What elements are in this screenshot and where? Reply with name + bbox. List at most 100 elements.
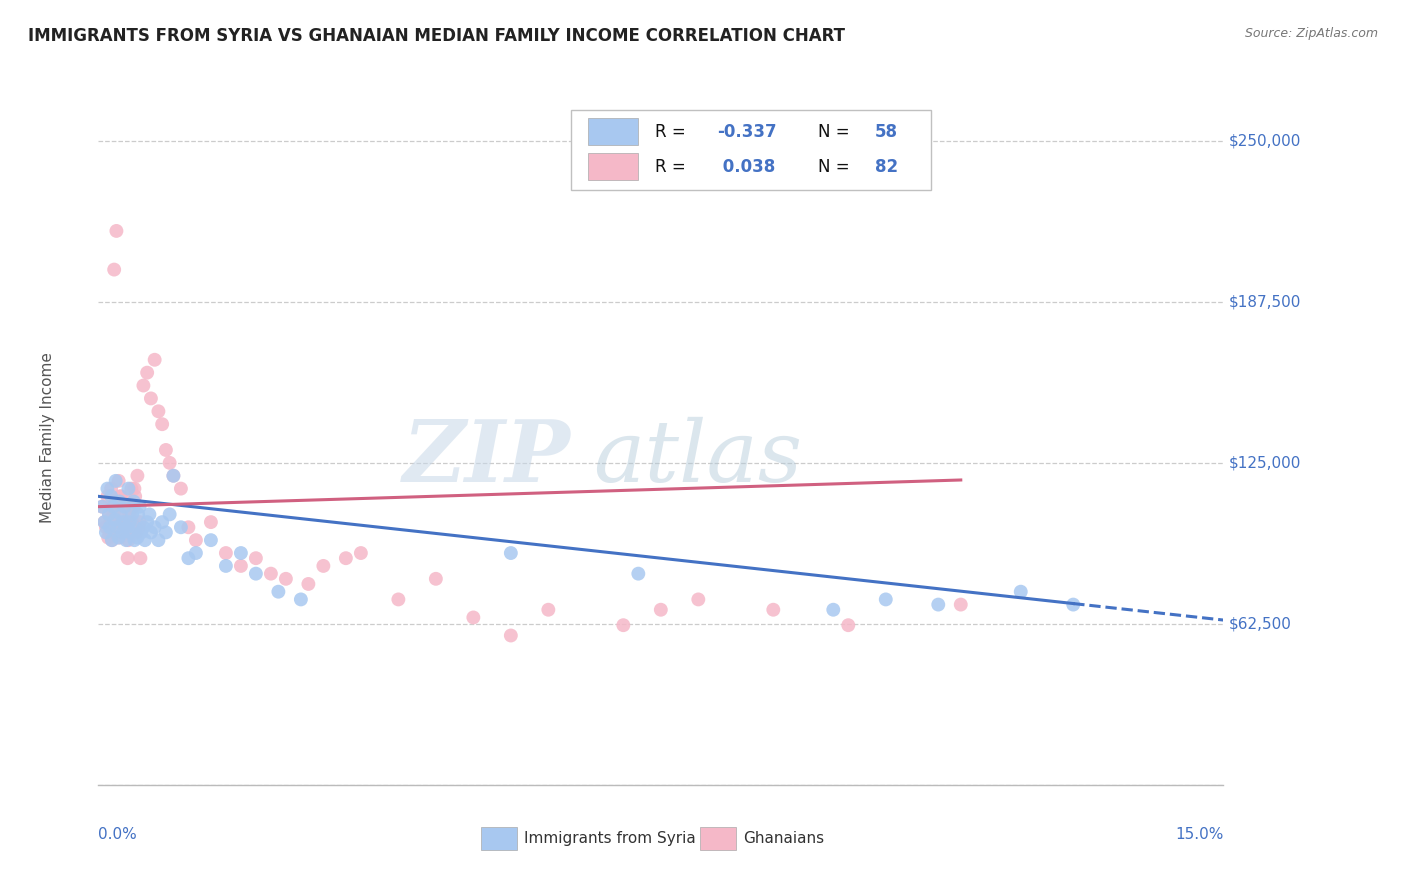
Point xyxy=(132,378,155,392)
Point xyxy=(121,515,143,529)
Text: N =: N = xyxy=(818,123,855,141)
Text: $187,500: $187,500 xyxy=(1229,294,1301,310)
Point xyxy=(245,551,267,566)
Point xyxy=(103,262,125,277)
Point xyxy=(159,456,181,470)
Point xyxy=(112,515,135,529)
Point xyxy=(125,525,148,540)
Text: Immigrants from Syria: Immigrants from Syria xyxy=(523,831,696,846)
Point xyxy=(290,592,312,607)
Point xyxy=(111,525,134,540)
Point xyxy=(110,489,132,503)
Point xyxy=(124,482,146,496)
Point xyxy=(143,352,166,367)
Point xyxy=(101,533,124,548)
Point xyxy=(612,618,634,632)
Point xyxy=(650,603,672,617)
Point xyxy=(111,520,134,534)
Point xyxy=(499,628,522,642)
Point xyxy=(115,515,138,529)
Point xyxy=(177,520,200,534)
Point xyxy=(229,558,252,573)
Point xyxy=(91,500,114,514)
Point xyxy=(107,525,129,540)
Point xyxy=(114,525,136,540)
Point xyxy=(128,520,150,534)
Point xyxy=(155,442,177,457)
Point xyxy=(162,468,184,483)
Point xyxy=(101,500,124,514)
Point xyxy=(108,489,131,503)
Point xyxy=(245,566,267,581)
Point xyxy=(155,525,177,540)
Point xyxy=(107,531,129,545)
Point xyxy=(112,515,135,529)
Point xyxy=(93,515,115,529)
Point xyxy=(122,494,145,508)
Point xyxy=(127,508,149,522)
Point xyxy=(104,474,127,488)
Text: 0.0%: 0.0% xyxy=(98,827,138,842)
Point xyxy=(499,546,522,560)
Text: N =: N = xyxy=(818,158,855,176)
Point xyxy=(949,598,972,612)
FancyBboxPatch shape xyxy=(481,828,517,850)
Point xyxy=(104,512,127,526)
Point xyxy=(170,520,193,534)
Point xyxy=(122,500,145,514)
Point xyxy=(823,603,845,617)
Point xyxy=(91,500,114,514)
Point xyxy=(100,489,122,503)
Point xyxy=(136,515,159,529)
Point xyxy=(101,533,124,548)
Point xyxy=(162,468,184,483)
Point xyxy=(104,500,127,514)
Point xyxy=(537,603,560,617)
Point xyxy=(115,520,138,534)
Point xyxy=(124,533,146,548)
Point xyxy=(124,489,146,503)
Point xyxy=(94,525,117,540)
Point xyxy=(387,592,409,607)
Point xyxy=(1010,584,1032,599)
Point xyxy=(215,558,238,573)
Point xyxy=(114,500,136,514)
Point xyxy=(159,508,181,522)
Point xyxy=(96,482,118,496)
Point xyxy=(762,603,785,617)
Text: 0.038: 0.038 xyxy=(717,158,775,176)
Point xyxy=(118,515,141,529)
Point xyxy=(875,592,897,607)
Point xyxy=(107,474,129,488)
Point xyxy=(688,592,710,607)
Point xyxy=(129,525,152,540)
Point xyxy=(97,508,120,522)
Point xyxy=(105,515,128,529)
Text: Ghanaians: Ghanaians xyxy=(742,831,824,846)
Point xyxy=(184,533,207,548)
Point xyxy=(136,366,159,380)
Point xyxy=(139,392,162,406)
Point xyxy=(139,525,162,540)
Point xyxy=(200,515,222,529)
Text: Median Family Income: Median Family Income xyxy=(41,351,55,523)
Point xyxy=(138,508,160,522)
Point xyxy=(122,500,145,514)
Point xyxy=(100,482,122,496)
Point xyxy=(260,566,283,581)
Point xyxy=(97,508,120,522)
Text: IMMIGRANTS FROM SYRIA VS GHANAIAN MEDIAN FAMILY INCOME CORRELATION CHART: IMMIGRANTS FROM SYRIA VS GHANAIAN MEDIAN… xyxy=(28,27,845,45)
Text: $125,000: $125,000 xyxy=(1229,455,1301,470)
Point xyxy=(98,520,121,534)
Point xyxy=(129,551,152,566)
Point xyxy=(117,551,139,566)
Point xyxy=(117,482,139,496)
Point xyxy=(115,533,138,548)
Text: -0.337: -0.337 xyxy=(717,123,776,141)
Point xyxy=(150,515,173,529)
Point xyxy=(150,417,173,432)
Point xyxy=(143,520,166,534)
FancyBboxPatch shape xyxy=(588,119,638,145)
Text: ZIP: ZIP xyxy=(404,417,571,500)
Point xyxy=(229,546,252,560)
